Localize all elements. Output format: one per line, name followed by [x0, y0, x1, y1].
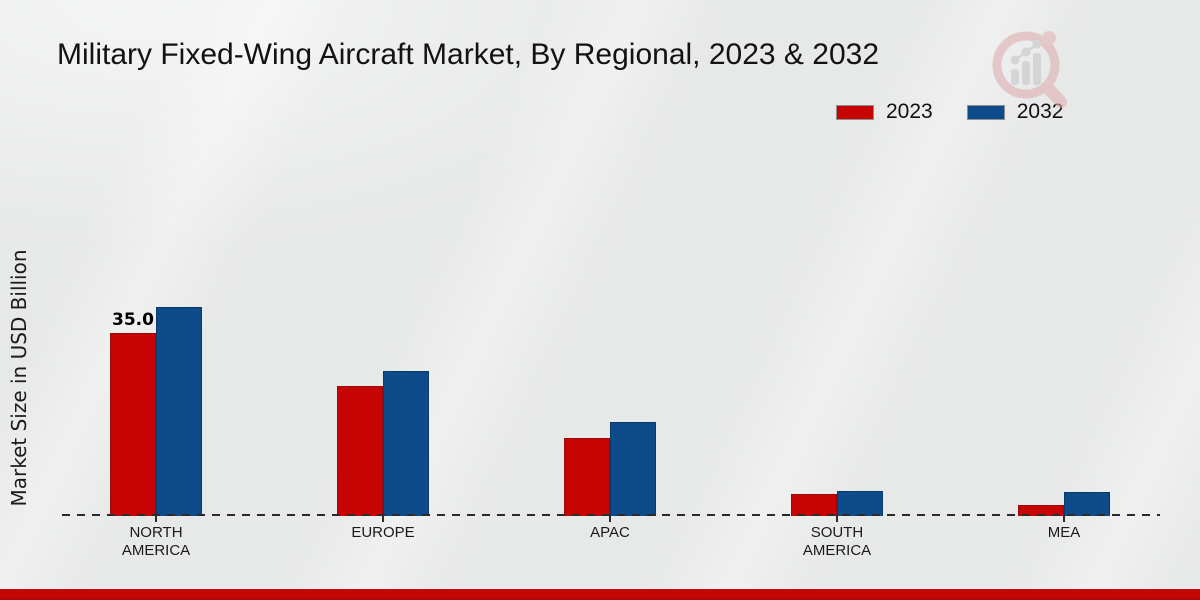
bar-value-label-north-america: 35.0: [112, 310, 154, 330]
x-axis-label-north-america: NORTH AMERICA: [121, 524, 191, 559]
legend-label-2032: 2032: [1016, 100, 1064, 123]
x-axis-tick-south-america: [836, 516, 838, 522]
legend-item-2032: 2032: [966, 100, 1064, 124]
bar-2023-apac: [564, 438, 610, 516]
bar-2023-north-america: [110, 333, 156, 516]
bar-2032-mea: [1064, 492, 1110, 516]
footer-accent-bar: [0, 588, 1200, 600]
bar-2023-europe: [337, 386, 383, 516]
x-axis-label-mea: MEA: [1047, 524, 1081, 541]
x-axis-tick-north-america: [155, 516, 157, 522]
x-axis-baseline: [62, 514, 1160, 516]
x-axis-tick-europe: [382, 516, 384, 522]
bar-2023-mea: [1018, 505, 1064, 516]
x-axis-label-apac: APAC: [590, 524, 630, 541]
legend-swatch-2032: [966, 104, 1005, 120]
magnifier-bar-chart-logo-icon: [992, 31, 1067, 108]
x-axis-label-europe: EUROPE: [351, 524, 415, 541]
x-axis-label-south-america: SOUTH AMERICA: [802, 524, 872, 559]
bar-2032-apac: [610, 422, 656, 516]
bar-2023-south-america: [791, 494, 837, 516]
legend-swatch-2023: [836, 104, 874, 120]
legend-label-2023: 2023: [886, 100, 933, 123]
bar-2032-europe: [383, 371, 429, 516]
bar-2032-south-america: [837, 491, 883, 516]
x-axis-tick-apac: [609, 516, 611, 522]
bar-2032-north-america: [156, 307, 202, 516]
x-axis-tick-mea: [1063, 516, 1065, 522]
legend: 2023 2032: [836, 100, 1063, 124]
legend-item-2023: 2023: [836, 100, 933, 124]
chart-title: Military Fixed-Wing Aircraft Market, By …: [57, 38, 879, 71]
